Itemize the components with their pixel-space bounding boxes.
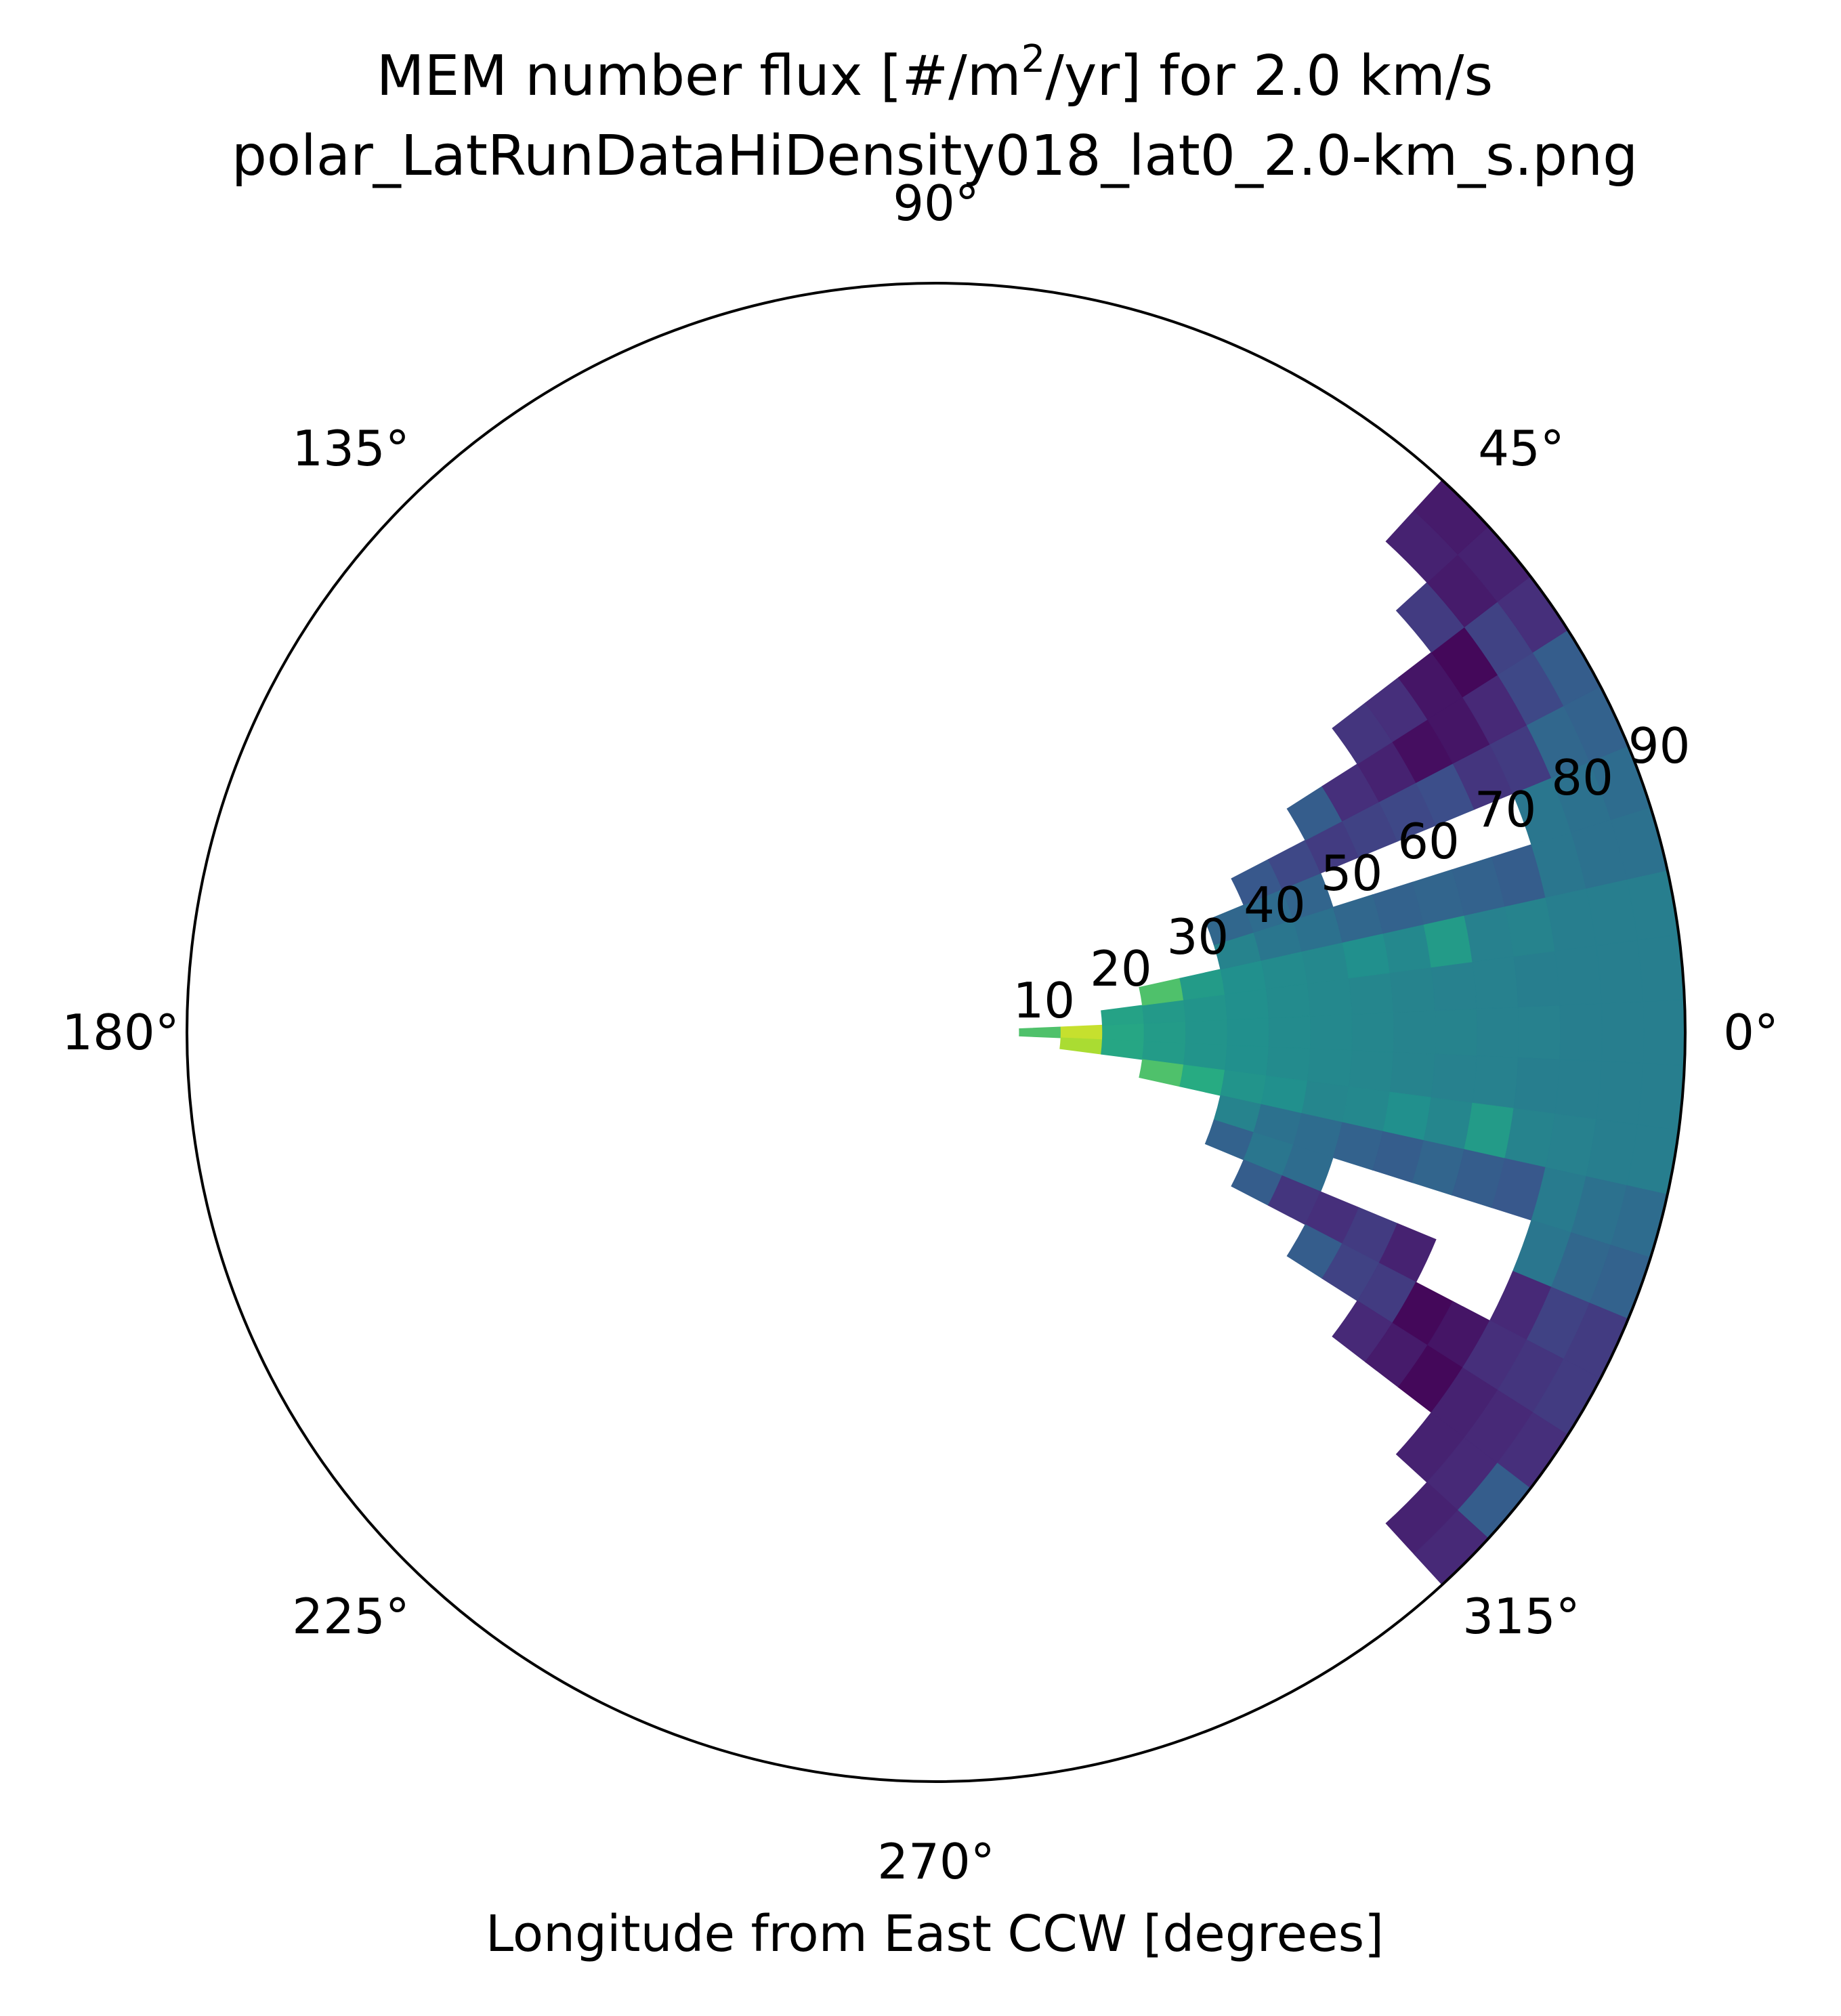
heatmap-cell — [1637, 1063, 1685, 1131]
angle-tick-label: 225° — [292, 1588, 409, 1645]
heatmap-cell — [1431, 961, 1477, 1011]
heatmap-cell — [1393, 1010, 1436, 1055]
heatmap-cell — [1389, 1051, 1436, 1098]
heatmap-cell — [1554, 945, 1602, 1006]
title-superscript: 2 — [1021, 37, 1046, 81]
heatmap-cell — [1307, 978, 1353, 1017]
radial-tick-label: 90 — [1628, 717, 1691, 774]
x-axis-label: Longitude from East CCW [degrees] — [486, 1905, 1384, 1963]
heatmap-cell — [1265, 1046, 1311, 1082]
heatmap-cell — [1143, 1021, 1187, 1044]
heatmap-cell — [1559, 1003, 1603, 1062]
heatmap-cell — [1643, 999, 1686, 1066]
heatmap-cell — [1596, 1061, 1644, 1125]
heatmap-cell — [1423, 915, 1473, 968]
heatmap-cell — [1268, 1015, 1311, 1049]
radial-tick-label: 60 — [1397, 813, 1460, 870]
angle-tick-label: 45° — [1478, 420, 1565, 477]
heatmap-cell — [1309, 1013, 1353, 1051]
radial-tick-label: 50 — [1321, 845, 1383, 902]
polar-outer-ring — [186, 282, 1687, 1783]
heatmap-cell — [1423, 1097, 1473, 1150]
angle-tick-label: 90° — [893, 175, 979, 232]
angle-tick-labels: 0° 45° 90° 135° 180° 225° 270° 315° — [62, 175, 1779, 1890]
angle-tick-label: 135° — [292, 420, 409, 477]
heatmap-cell — [1348, 972, 1394, 1015]
heatmap-cells — [1019, 479, 1686, 1586]
heatmap-cell — [1472, 956, 1519, 1009]
heatmap-cell — [1389, 967, 1436, 1013]
heatmap-cell — [1348, 1050, 1394, 1093]
radial-tick-label: 10 — [1013, 972, 1076, 1029]
radial-tick-label: 70 — [1475, 781, 1537, 838]
chart-title: MEM number flux [#/m2/yr] for 2.0 km/s — [377, 37, 1493, 108]
heatmap-cell — [1637, 934, 1685, 1002]
heatmap-cell — [1476, 1006, 1519, 1059]
heatmap-cell — [1351, 1011, 1395, 1053]
chart-subtitle: polar_LatRunDataHiDensity018_lat0_2.0-km… — [232, 124, 1638, 188]
heatmap-cell — [1307, 1048, 1353, 1087]
heatmap-cell — [1513, 1057, 1561, 1114]
heatmap-cell — [1378, 1223, 1437, 1283]
heatmap-cell — [1431, 1053, 1477, 1104]
radial-tick-label: 40 — [1244, 877, 1306, 933]
radial-tick-label: 80 — [1551, 749, 1613, 806]
heatmap-cell — [1435, 1008, 1478, 1057]
heatmap-cell — [1472, 1055, 1519, 1109]
heatmap-cell — [1282, 1144, 1334, 1192]
angle-tick-label: 0° — [1723, 1004, 1779, 1061]
heatmap-cell — [1554, 1059, 1602, 1120]
heatmap-cell — [1596, 940, 1644, 1004]
heatmap-cell — [1185, 1019, 1228, 1046]
heatmap-cell — [1517, 1005, 1561, 1060]
angle-tick-label: 180° — [62, 1004, 179, 1061]
heatmap-cell — [1101, 1023, 1145, 1042]
angle-tick-label: 270° — [877, 1833, 994, 1890]
radial-tick-label: 30 — [1167, 908, 1229, 965]
radial-tick-label: 20 — [1090, 940, 1152, 997]
angle-tick-label: 315° — [1462, 1588, 1580, 1645]
heatmap-cell — [1265, 983, 1311, 1019]
heatmap-cell — [1513, 950, 1561, 1008]
heatmap-cell — [1601, 1001, 1645, 1064]
heatmap-cell — [1227, 1017, 1270, 1047]
